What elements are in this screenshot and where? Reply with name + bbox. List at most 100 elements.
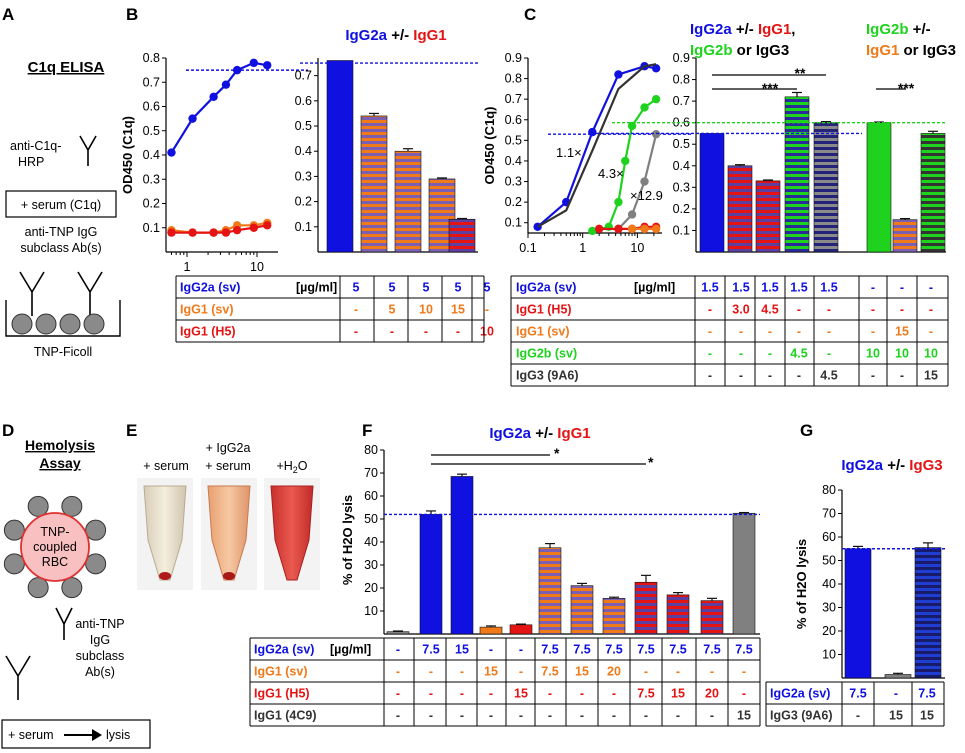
b-curve-data-point (209, 92, 218, 102)
c-significance-mark: *** (762, 80, 779, 96)
c-table-cell: 1.5 (761, 280, 778, 294)
c-curve-data-point (614, 70, 623, 79)
f-significance-mark: * (554, 445, 560, 461)
f-bars-y-tick-label: 60 (364, 489, 378, 503)
serum-box (5, 190, 117, 218)
f-table-cell: 15 (671, 686, 685, 700)
c-table-cell: - (768, 368, 772, 382)
f-table-cell: 15 (455, 642, 469, 656)
lysis-text: lysis (106, 728, 130, 742)
rbc-bead (61, 577, 83, 599)
ficoll-bead (11, 313, 33, 335)
f-table-cell: - (548, 708, 552, 722)
panel-letter-g: G (800, 421, 813, 440)
f-bars-title: IgG2a +/- IgG1 (489, 425, 590, 442)
f-bars-y-tick-label: 30 (364, 558, 378, 572)
f-table-row-label: IgG1 (sv) (254, 664, 308, 678)
c-curve-data-point (621, 156, 630, 166)
c-table-cell: - (871, 280, 875, 294)
f-table-cell: - (548, 686, 552, 700)
f-table-cell: 15 (514, 686, 528, 700)
c-curve-y-axis-label: OD450 (C1q) (482, 106, 497, 184)
b-bars-y-tick-label: 0.3 (295, 169, 312, 183)
anti-c1q-antibody-icon (79, 135, 97, 166)
hrp-label-line1: anti-C1q- (10, 139, 61, 153)
c-curve-data-point (627, 121, 637, 131)
g-table-cell: 7.5 (918, 686, 935, 700)
rbc-label-line3: RBC (42, 555, 68, 569)
b-bars-y-tick-label: 0.5 (295, 119, 312, 133)
antibody-label-line3: subclass (76, 649, 125, 663)
f-table-cell: 20 (705, 686, 719, 700)
ficoll-bead (59, 313, 81, 335)
c-table-cell: 4.5 (820, 368, 837, 382)
f-table-cell: - (676, 664, 680, 678)
c-bars-bar (755, 180, 781, 253)
b-table-cell: 5 (484, 280, 491, 294)
c-curve-data-point (640, 224, 649, 234)
g-table-cell: 7.5 (849, 686, 866, 700)
f-table-cell: - (676, 708, 680, 722)
c-curve-data-point (594, 224, 604, 234)
b-table-cell: - (424, 324, 428, 338)
b-table-cell: - (354, 302, 358, 316)
g-bars-bar (884, 674, 912, 679)
f-table-cell: - (644, 664, 648, 678)
c-table-cell: 4.5 (790, 346, 807, 360)
tables-layer: IgG2a (sv) [µg/ml] 5 5 5 5 5 IgG1 (sv) - 5 10 15 - Ig… (175, 275, 949, 727)
b-curve-data-point (167, 148, 176, 157)
g-table-cell: 15 (920, 708, 934, 722)
rbc-bead (3, 553, 25, 575)
f-bars-y-tick-label: 80 (364, 443, 378, 457)
f-table-cell: 7.5 (735, 642, 752, 656)
b-bars-y-tick-label: 0.4 (295, 144, 312, 158)
c-bars2-title-line: IgG1 or IgG3 (866, 42, 956, 59)
c-table-cell: 1.5 (790, 280, 807, 294)
c-table-cell: - (739, 346, 743, 360)
c-bars-y-tick-label: 0.4 (673, 159, 690, 173)
c-curve-y-tick-label: 0.9 (505, 51, 522, 65)
antibody-label-line1: anti-TNP IgG (25, 225, 98, 239)
c-bars-y-tick-label: 0.5 (673, 137, 690, 151)
f-table-cell: - (396, 664, 400, 678)
f-table-cell: 15 (737, 708, 751, 722)
g-table-cell: - (894, 686, 898, 700)
c-curve-y-tick-label: 0.1 (505, 216, 522, 230)
c-bars2-title-line: IgG2b +/- (866, 21, 931, 38)
f-table-cell: - (710, 708, 714, 722)
rbc-bead (27, 577, 49, 599)
c-table-cell: - (797, 302, 801, 316)
b-bars-title: IgG2a +/- IgG1 (345, 27, 446, 44)
hemolysis-title-line2: Assay (39, 455, 80, 471)
c-annotation: ×12.9 (630, 188, 663, 203)
f-table-cell: 7.5 (541, 664, 558, 678)
b-curve-y-tick-label: 0.7 (143, 75, 160, 89)
b-curve-series-line (170, 61, 268, 154)
c-bars-y-tick-label: 0.7 (673, 94, 690, 108)
c-bars-bar (813, 122, 839, 253)
f-table-cell: 7.5 (422, 642, 439, 656)
f-table-cell: - (489, 686, 493, 700)
b-curve-data-point (221, 228, 231, 237)
f-table-cell: 15 (484, 664, 498, 678)
c-curve-x-tick-label: 0.1 (519, 241, 536, 255)
g-table-row-label: IgG3 (9A6) (770, 708, 833, 722)
c-table-row-label: IgG3 (9A6) (516, 368, 579, 382)
f-table-cell: 7.5 (637, 642, 654, 656)
c-bars-bar (727, 165, 753, 253)
antibody-label-line1: anti-TNP (75, 617, 124, 631)
c-table-cell: 1.5 (820, 280, 837, 294)
panel-letter-a: A (2, 5, 14, 24)
f-table-cell: - (644, 708, 648, 722)
c-bars-bar (699, 133, 725, 253)
c-curve-data-point (627, 210, 637, 219)
b-table-cell: 5 (389, 302, 396, 316)
b-table-cell: 5 (423, 280, 430, 294)
rbc-cell (20, 512, 90, 582)
c-curve-y-tick-label: 0.4 (505, 154, 522, 168)
f-table-cell: 7.5 (637, 686, 654, 700)
f-table-row-label: IgG1 (H5) (254, 686, 310, 700)
c-curve-y-tick-label: 0.6 (505, 113, 522, 127)
c-table-header: [µg/ml] (634, 280, 675, 294)
